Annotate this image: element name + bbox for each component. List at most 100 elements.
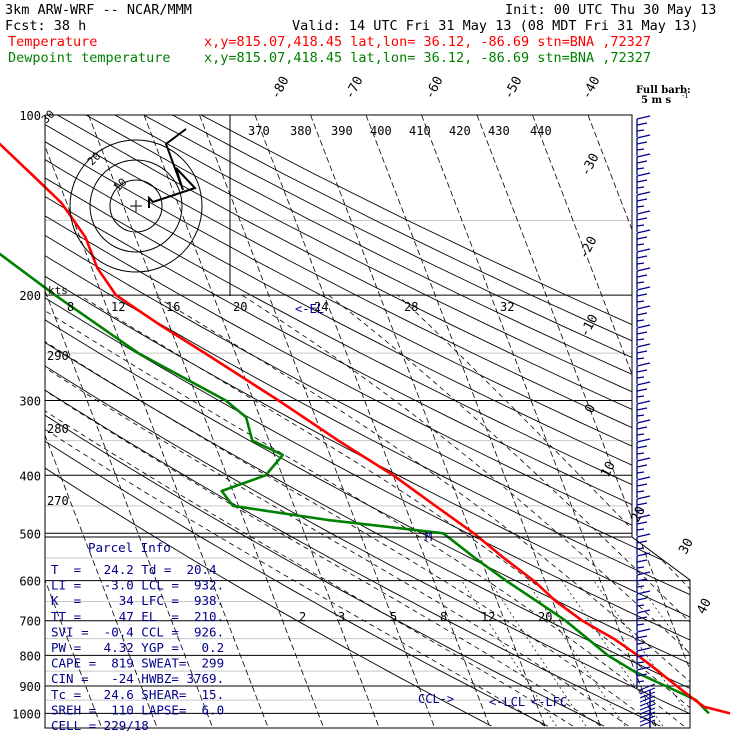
theta-e-label: 280 — [47, 422, 69, 436]
dewpoint-location: x,y=815.07,418.45 lat,lon= 36.12, -86.69… — [204, 50, 651, 66]
wind-barb — [636, 457, 651, 479]
dry-adiabat — [45, 115, 690, 727]
theta-label: 390 — [331, 124, 353, 138]
marker-lcl: <-LCL — [489, 695, 525, 709]
wind-barb-low — [639, 711, 656, 719]
wind-barb — [636, 248, 651, 270]
wind-barb-low — [639, 703, 656, 711]
wind-barb-low — [639, 683, 656, 691]
valid-time: Valid: 14 UTC Fri 31 May 13 (08 MDT Fri … — [292, 18, 698, 34]
dry-adiabat — [45, 115, 690, 727]
isotherm-label: 0 — [582, 402, 599, 416]
wind-barb — [636, 609, 651, 631]
moist-adiabat — [79, 294, 690, 727]
mixing-ratio-line — [561, 580, 664, 727]
dry-adiabat — [85, 115, 690, 727]
temperature-legend: Temperature — [8, 34, 97, 50]
wind-barb — [636, 476, 651, 498]
forecast-hour: Fcst: 38 h — [5, 18, 86, 34]
temperature-profile — [0, 142, 731, 715]
pressure-label: 1000 — [12, 707, 41, 721]
moist-adiabat — [397, 294, 690, 727]
wind-barb — [636, 134, 651, 156]
dry-adiabat — [45, 115, 690, 727]
init-time: Init: 00 UTC Thu 30 May 13 — [505, 2, 716, 18]
theta-e-label: 290 — [47, 349, 69, 363]
moist-adiabat — [45, 294, 574, 727]
isotherm — [88, 115, 324, 727]
plot-frame — [44, 114, 691, 729]
parcel-param-line: K = 34 LFC = 938. — [51, 593, 224, 608]
mixing-ratio-line — [593, 580, 690, 727]
isotherm — [199, 115, 435, 727]
wind-barb — [636, 286, 651, 308]
pressure-label: 200 — [19, 289, 41, 303]
theta-label: 400 — [370, 124, 392, 138]
marker-ccl: CCL-> — [418, 692, 454, 706]
dry-adiabat — [57, 115, 690, 727]
hodograph-scale-label: 20 — [233, 300, 247, 314]
hodograph-ring-label: 10 — [111, 176, 130, 195]
mixing-ratio-label: 3 — [338, 610, 345, 624]
hodograph-trace — [148, 128, 197, 208]
isotherm — [643, 115, 690, 727]
hodograph-ring-20 — [89, 159, 183, 253]
mixing-ratio-label: 2 — [299, 610, 306, 624]
isotherm-label: -60 — [422, 74, 446, 102]
wind-barb — [636, 666, 651, 688]
theta-label: 410 — [409, 124, 431, 138]
parcel-param-line: CIN = -24 HWBZ= 3769. — [51, 671, 224, 686]
theta-label: 430 — [488, 124, 510, 138]
wind-barb — [636, 267, 651, 289]
moist-adiabat — [45, 294, 601, 727]
hodograph-ring-30 — [69, 139, 203, 273]
isotherm — [45, 115, 46, 727]
dry-adiabat — [45, 115, 605, 727]
dry-adiabat — [114, 115, 690, 727]
wind-barb-low — [639, 691, 656, 699]
wind-barb — [636, 210, 651, 232]
wind-barb — [636, 229, 651, 251]
dry-adiabat — [45, 115, 690, 727]
pressure-label: 900 — [19, 680, 41, 694]
moist-adiabat — [45, 294, 657, 727]
hodograph-units: kts — [48, 284, 68, 297]
dry-adiabat — [45, 115, 549, 727]
pressure-label: 400 — [19, 469, 41, 483]
wind-barb — [636, 172, 651, 194]
wind-barb — [636, 552, 651, 574]
wind-barb — [636, 647, 651, 669]
theta-label: 380 — [290, 124, 312, 138]
barb-legend-units: 5 m s — [641, 95, 672, 106]
isotherm-label: -40 — [579, 74, 603, 102]
isotherm — [587, 115, 690, 727]
isotherm-label: -20 — [576, 234, 600, 262]
parcel-param-line: T = 24.2 Td = 20.4 — [51, 562, 217, 577]
isotherm-label: -80 — [268, 74, 292, 102]
parcel-info-title: Parcel Info — [88, 540, 171, 555]
hodograph-scale-label: 12 — [111, 300, 125, 314]
hodograph-ring-label: 20 — [85, 150, 104, 169]
theta-label: 440 — [530, 124, 552, 138]
pressure-label: 300 — [19, 395, 41, 409]
wind-barb-low — [639, 687, 656, 695]
barb-legend-title: Full barb: — [636, 85, 691, 96]
hodograph-scale-label: 16 — [166, 300, 180, 314]
parcel-param-line: LI = -3.0 LCL = 932. — [51, 578, 224, 593]
hodograph-ring-label: 30 — [39, 108, 58, 127]
isotherm-label: 20 — [628, 504, 649, 525]
wind-barb-low — [639, 707, 656, 715]
mixing-ratio-label: 5 — [390, 610, 397, 624]
parcel-param-line: Tc = 24.6 SHEAR= 15. — [51, 687, 224, 702]
parcel-info: Parcel Info T = 24.2 Td = 20.4LI = -3.0 … — [45, 536, 632, 733]
mixing-ratio-line — [489, 580, 587, 727]
marker-el: <-EL — [295, 302, 324, 316]
wind-barb — [636, 115, 651, 137]
parcel-param-line: SVI = -0.4 CCL = 926. — [51, 624, 224, 639]
wind-barb-low — [639, 719, 656, 727]
dry-adiabat — [45, 115, 690, 727]
wind-barb — [636, 533, 651, 555]
isotherm — [421, 115, 657, 727]
hodograph-scale-label: 24 — [314, 300, 328, 314]
